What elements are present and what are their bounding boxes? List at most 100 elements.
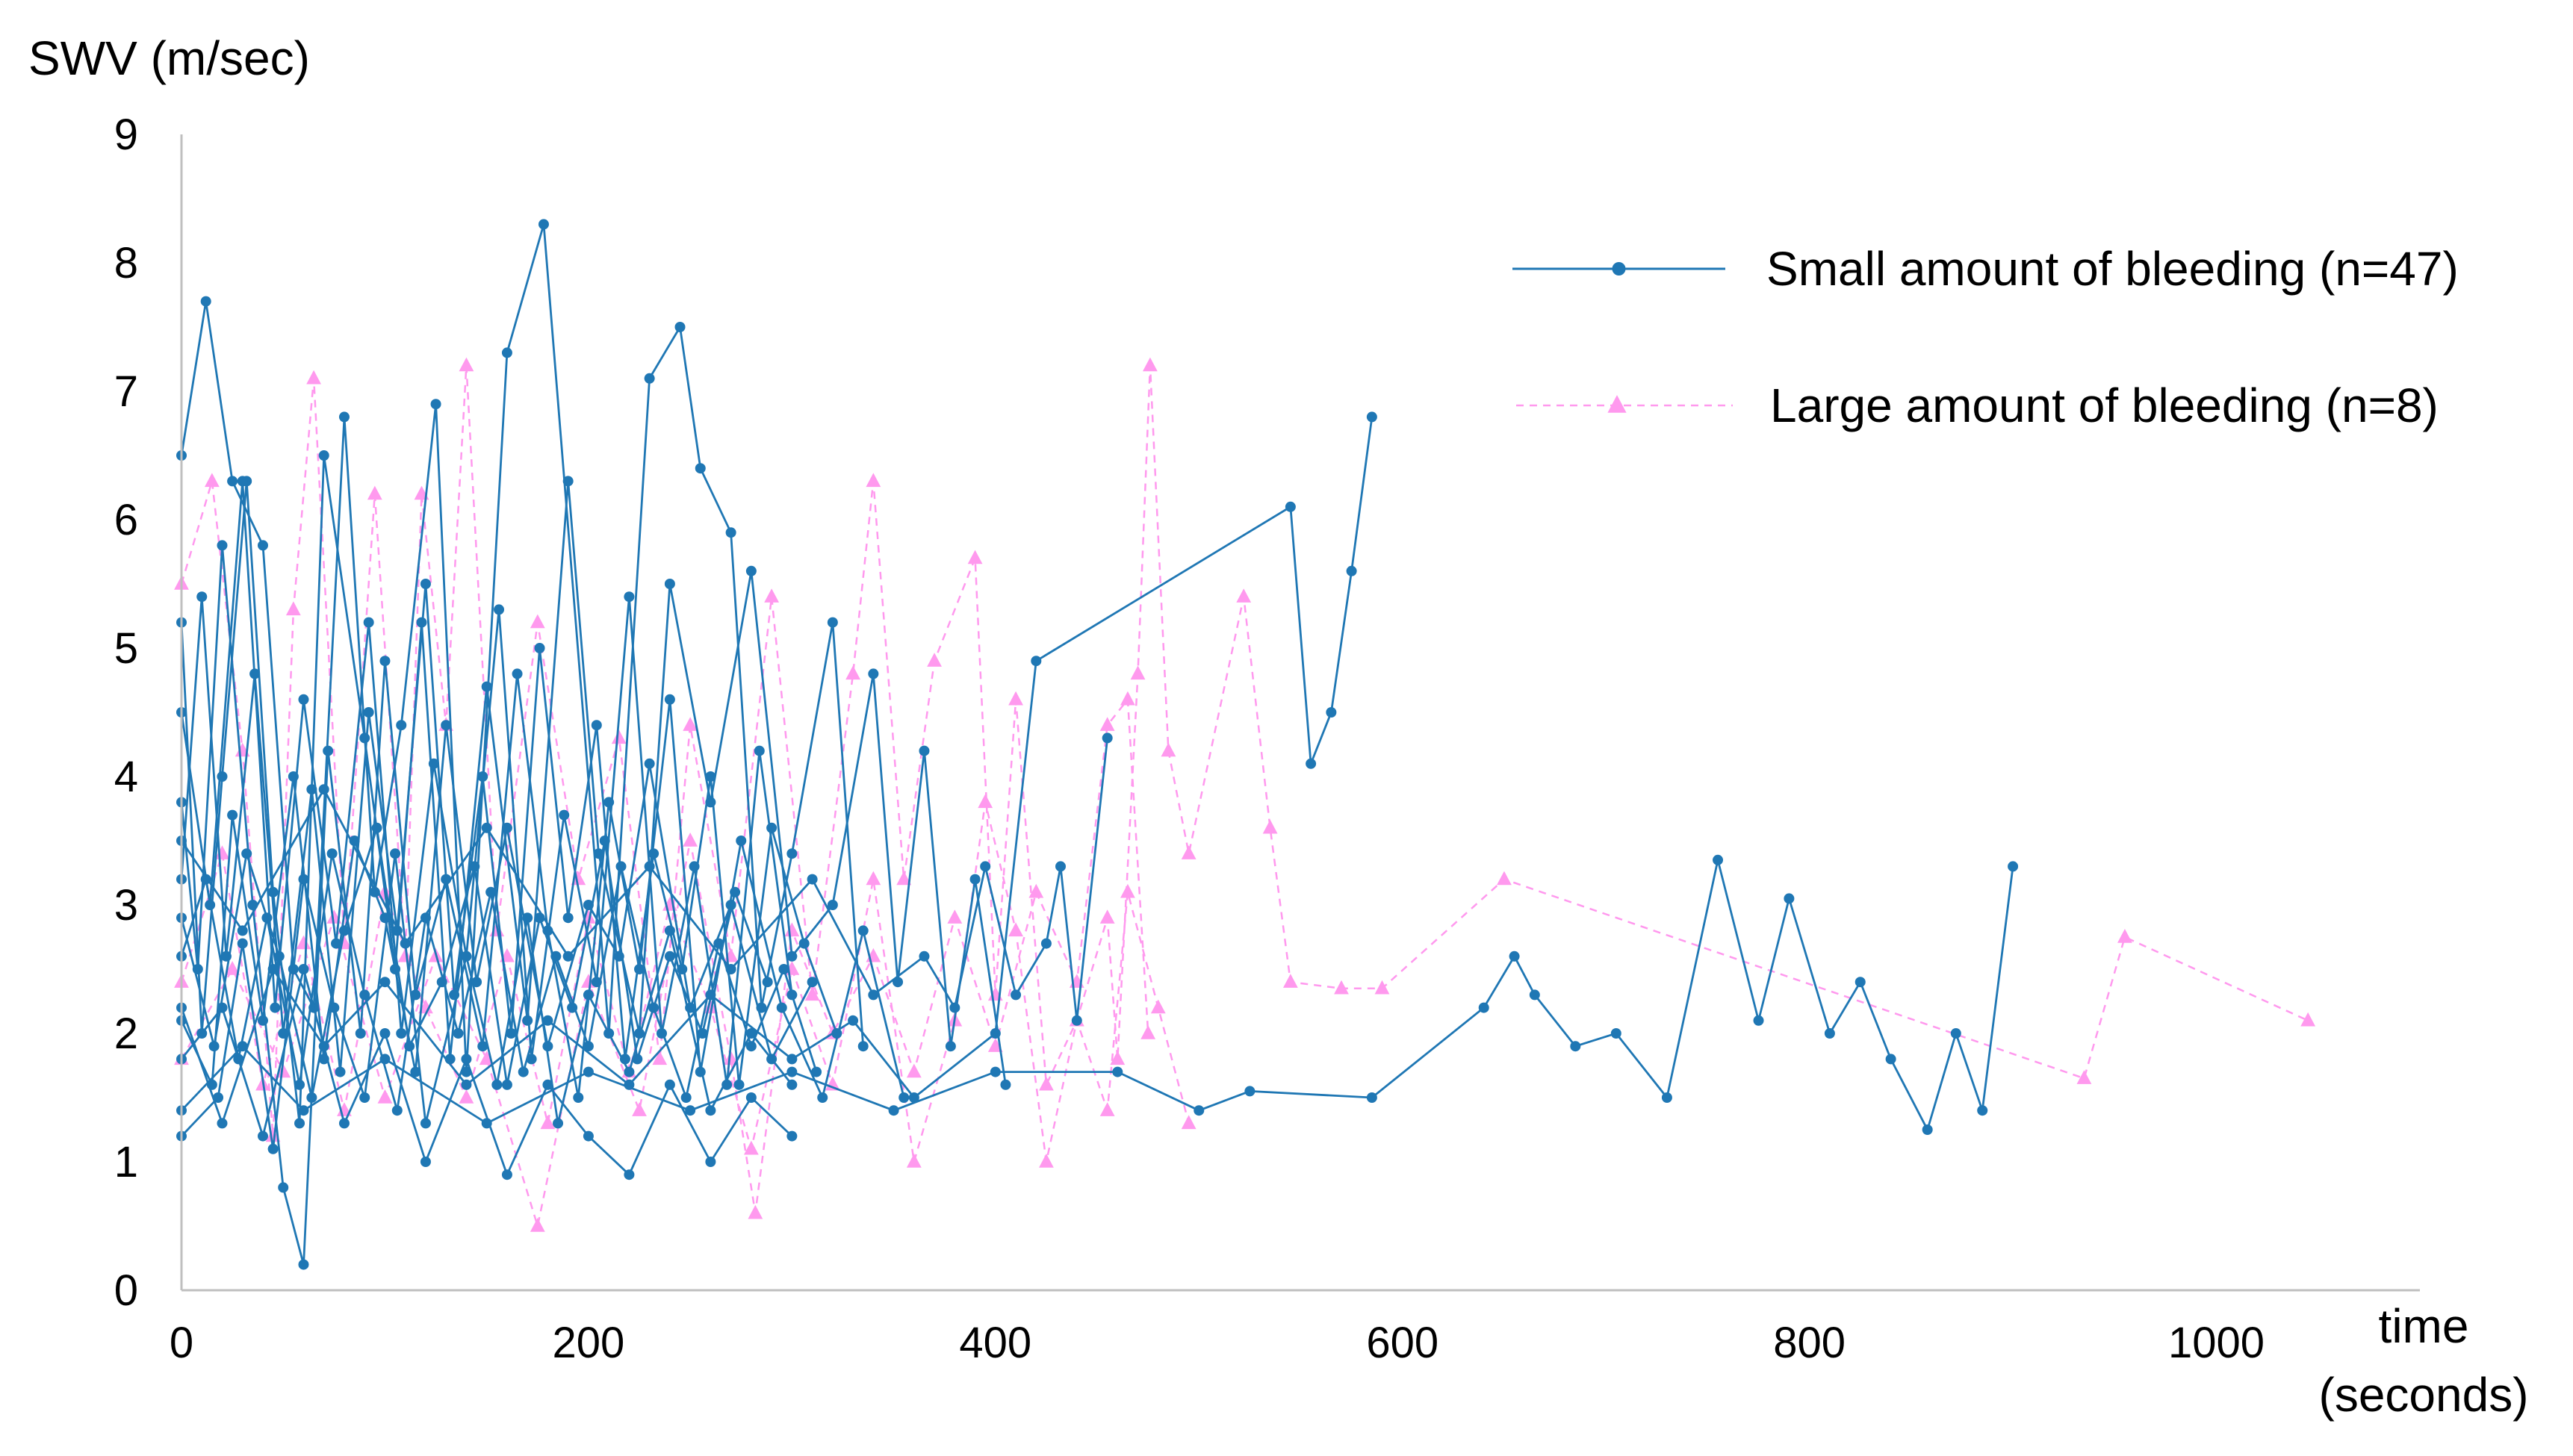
small-bleeding-point (335, 1066, 346, 1077)
small-bleeding-point (745, 565, 757, 576)
small-bleeding-point (1885, 1054, 1896, 1065)
small-bleeding-point (278, 1028, 289, 1039)
small-bleeding-point (562, 912, 574, 924)
large-bleeding-point (1039, 1076, 1054, 1091)
small-bleeding-point (1011, 989, 1022, 1001)
large-bleeding-point (632, 1102, 647, 1116)
large-bleeding-point (1150, 999, 1166, 1014)
small-bleeding-point (1102, 732, 1113, 744)
large-bleeding-point (306, 370, 321, 385)
small-bleeding-point (522, 1015, 533, 1026)
small-bleeding-point (237, 476, 248, 487)
large-bleeding-point (611, 729, 627, 744)
large-bleeding-point (866, 473, 881, 488)
small-bleeding-point (294, 1079, 305, 1090)
small-bleeding-point (685, 1105, 696, 1116)
small-bleeding-point (338, 411, 350, 423)
small-bleeding-point (990, 1028, 1001, 1039)
small-bleeding-line (180, 859, 2014, 1133)
small-bleeding-point (318, 450, 329, 461)
small-bleeding-point (591, 720, 602, 731)
large-bleeding-point (1008, 922, 1023, 937)
small-bleeding-point (1824, 1028, 1835, 1039)
small-bleeding-point (644, 373, 655, 384)
small-bleeding-point (857, 925, 869, 936)
small-bleeding-point (1285, 501, 1296, 512)
small-bleeding-point (798, 938, 810, 949)
small-bleeding-point (323, 745, 334, 756)
small-bleeding-point (1346, 565, 1357, 576)
small-bleeding-point (196, 591, 208, 603)
small-bleeding-point (567, 1002, 578, 1013)
large-bleeding-point (764, 588, 780, 603)
small-bleeding-point (1713, 854, 1724, 865)
small-bleeding-point (888, 1105, 899, 1116)
legend-marker (1612, 262, 1626, 276)
small-bleeding-point (807, 874, 818, 885)
small-bleeding-point (591, 977, 602, 988)
small-bleeding-point (1509, 951, 1520, 962)
small-bleeding-point (1753, 1015, 1764, 1026)
small-bleeding-point (404, 1041, 415, 1052)
small-bleeding-point (379, 1054, 391, 1065)
small-bleeding-point (827, 900, 838, 910)
large-bleeding-point (866, 871, 881, 886)
small-bleeding-point (1366, 411, 1377, 423)
y-tick-label: 7 (114, 367, 138, 416)
small-bleeding-point (644, 861, 655, 872)
large-bleeding-point (987, 1038, 1003, 1052)
small-bleeding-point (664, 579, 675, 589)
small-bleeding-point (461, 1054, 472, 1065)
large-bleeding-point (377, 1089, 393, 1104)
large-bleeding-point (265, 1127, 281, 1142)
small-bleeding-point (278, 1182, 289, 1193)
small-bleeding-point (624, 1066, 635, 1077)
small-bleeding-point (827, 617, 838, 628)
small-bleeding-point (656, 1028, 667, 1039)
x-tick-label: 0 (170, 1319, 193, 1367)
small-bleeding-point (857, 1041, 869, 1052)
small-bleeding-point (441, 720, 452, 731)
small-bleeding-point (241, 848, 252, 859)
small-bleeding-point (778, 964, 789, 974)
small-bleeding-point (391, 1105, 403, 1116)
small-bleeding-point (227, 809, 238, 821)
small-bleeding-point (664, 1079, 675, 1090)
large-bleeding-point (1236, 588, 1252, 603)
small-bleeding-point (776, 1002, 787, 1013)
small-bleeding-point (436, 977, 447, 988)
small-bleeding-point (306, 784, 317, 795)
small-bleeding-point (705, 1105, 716, 1116)
large-bleeding-point (947, 909, 963, 924)
x-tick-label: 1000 (2168, 1319, 2265, 1367)
large-bleeding-point (1099, 1102, 1115, 1116)
small-bleeding-point (1977, 1105, 1988, 1116)
small-bleeding-point (2008, 861, 2019, 872)
small-bleeding-point (410, 1066, 421, 1077)
large-bleeding-point (459, 1089, 474, 1104)
small-bleeding-point (270, 1002, 281, 1013)
small-bleeding-point (481, 822, 492, 833)
small-bleeding-point (298, 1105, 309, 1116)
large-bleeding-line (180, 697, 1149, 1227)
small-bleeding-line (180, 583, 838, 1085)
small-bleeding-point (379, 977, 391, 988)
large-bleeding-point (367, 485, 382, 500)
large-bleeding-point (1130, 665, 1146, 680)
small-bleeding-point (1950, 1028, 1961, 1039)
small-bleeding-point (363, 707, 374, 718)
small-bleeding-point (477, 771, 488, 782)
small-bleeding-point (695, 1066, 706, 1077)
small-bleeding-point (695, 463, 706, 474)
legend-label: Small amount of bleeding (n=47) (1766, 242, 2459, 296)
legend-label: Large amount of bleeding (n=8) (1770, 379, 2439, 432)
small-bleeding-point (249, 668, 261, 679)
small-bleeding-point (697, 1028, 708, 1039)
large-bleeding-point (845, 665, 860, 680)
large-bleeding-point (1374, 980, 1390, 995)
large-bleeding-point (906, 1154, 922, 1168)
large-bleeding-point (1181, 845, 1197, 859)
large-bleeding-point (723, 1051, 739, 1065)
small-bleeding-point (562, 476, 574, 487)
small-bleeding-point (379, 656, 391, 667)
